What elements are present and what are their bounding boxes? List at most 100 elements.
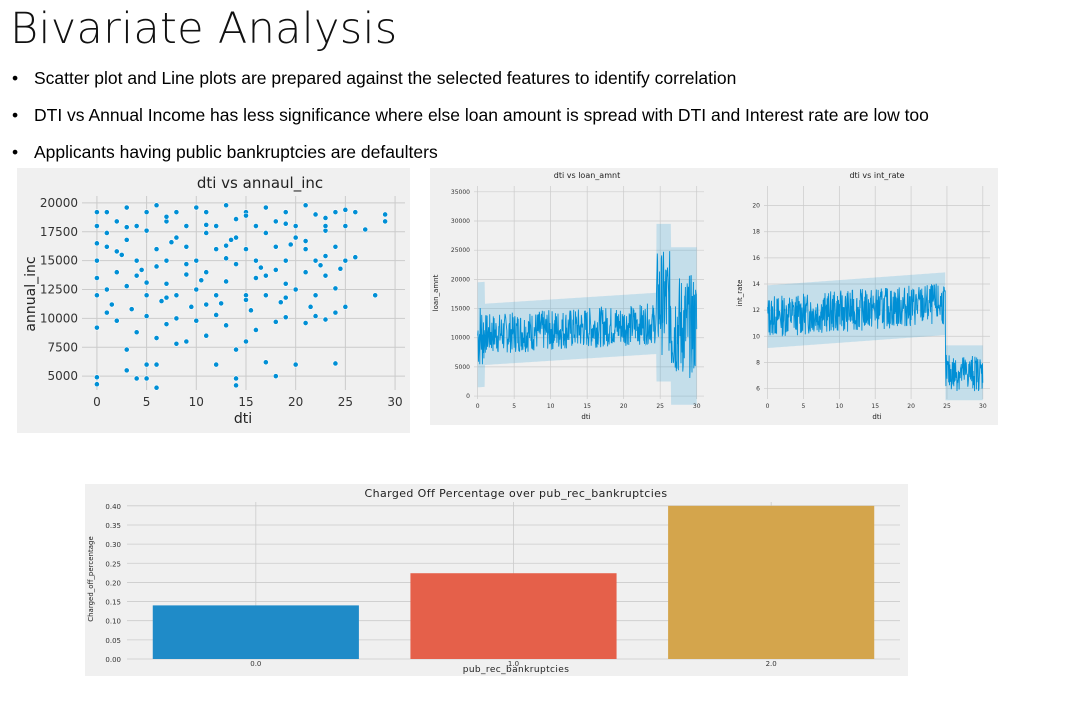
scatter-point [253,223,259,229]
x-axis-label: dti [581,413,590,421]
chart-title: dti vs int_rate [849,171,904,180]
scatter-point [213,223,220,229]
scatter-point [218,300,225,307]
scatter-point [292,234,299,241]
scatter-point [103,309,110,316]
scatter-point [173,209,180,216]
bullet-dot: • [12,142,19,162]
scatter-point [163,321,170,328]
scatter-point [337,265,344,272]
scatter-point [243,297,249,303]
bullet-list: • Scatter plot and Line plots are prepare… [12,64,929,175]
y-tick-label: 0.40 [105,503,121,511]
x-tick-label: 30 [387,395,402,409]
scatter-point [312,292,319,299]
scatter-point [382,211,389,218]
scatter-point [163,213,170,220]
y-tick-label: 5000 [455,364,470,371]
y-tick-label: 0.00 [105,656,121,664]
scatter-point [372,292,379,299]
scatter-point [262,359,269,366]
scatter-point [253,275,259,281]
scatter-point [213,361,220,368]
scatter-point [282,280,289,287]
y-tick-label: 0.15 [105,599,121,607]
scatter-point [103,286,110,293]
loan-line-chart: dti vs loan_amnt 0 5 10 15 20 25 30 0 5000 10000 1… [432,171,704,421]
scatter-point [153,335,160,341]
scatter-point [302,238,309,244]
y-tick-label: 0.35 [105,522,121,530]
scatter-point [317,262,324,269]
scatter-point [133,257,140,264]
scatter-point [94,381,100,388]
scatter-point [322,215,329,221]
x-axis-label: dti [234,411,252,427]
scatter-point [94,257,100,264]
scatter-point [153,246,160,253]
scatter-point [352,209,359,216]
scatter-point [312,257,319,264]
x-tick-label: 0 [93,395,101,409]
scatter-point [223,278,230,285]
scatter-point [322,253,329,259]
scatter-point [248,307,254,314]
x-tick-label: 10 [547,403,555,410]
scatter-point [302,202,309,209]
y-tick-label: 15000 [40,254,78,268]
scatter-point [322,223,329,229]
scatter-point [233,382,239,389]
scatter-point [153,361,160,368]
x-tick-label: 5 [512,403,516,410]
y-axis-label: annual_inc [23,256,39,331]
scatter-point [213,292,220,299]
scatter-point [272,373,279,380]
scatter-point [243,338,249,345]
scatter-chart-panel: dti vs annaul_inc 0 5 10 15 20 25 30 5000 7500 10… [17,168,410,433]
scatter-point [163,294,170,301]
scatter-point [153,384,160,391]
x-tick-label: 10 [189,395,204,409]
scatter-point [188,303,195,310]
scatter-point [253,257,259,264]
y-tick-label: 0.25 [105,560,121,568]
scatter-point [233,216,239,222]
x-tick-label: 30 [693,403,701,410]
scatter-point [203,301,210,308]
scatter-point [168,239,175,246]
scatter-point [302,269,309,276]
scatter-point [282,294,289,301]
scatter-point [332,309,339,316]
scatter-point [342,257,349,264]
scatter-point [113,269,120,276]
scatter-point [193,286,200,293]
scatter-point [143,292,150,299]
scatter-point [143,279,150,286]
slide-title: Bivariate Analysis [10,4,398,54]
y-tick-label: 10000 [451,335,470,342]
y-tick-label: 20000 [451,276,470,283]
x-tick-label: 30 [979,403,987,410]
scatter-point [123,346,130,353]
chart-title: dti vs loan_amnt [554,171,620,180]
scatter-point [123,283,130,289]
scatter-point [133,272,140,279]
y-tick-label: 6 [756,386,760,393]
scatter-point [103,243,110,250]
scatter-point [277,299,284,306]
int-rate-line-chart: dti vs int_rate 0 5 10 15 20 25 30 6 8 10 12 14 16 18… [736,171,990,421]
scatter-point [272,267,279,273]
scatter-point [282,314,289,321]
scatter-point [203,269,210,276]
scatter-point [193,317,200,324]
scatter-point [352,254,359,261]
scatter-point [292,286,299,293]
scatter-point [382,218,389,225]
scatter-point [332,243,339,250]
x-tick-label: 20 [620,403,628,410]
scatter-point [133,329,140,336]
bar-chart: Charged Off Percentage over pub_rec_bank… [87,487,900,675]
y-tick-label: 35000 [451,189,470,196]
scatter-point [322,272,329,279]
y-tick-label: 12 [752,307,760,314]
